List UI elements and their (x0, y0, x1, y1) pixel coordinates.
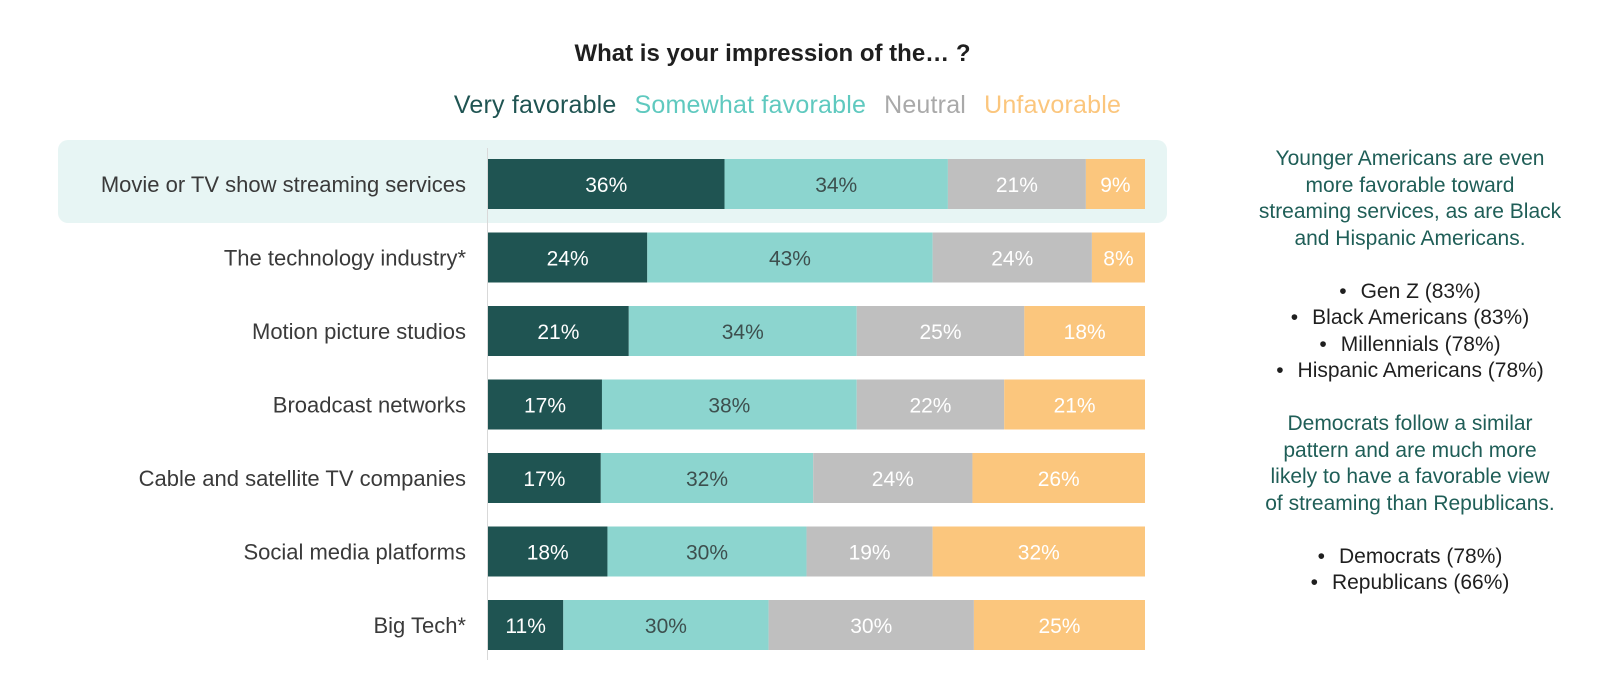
bar-segment-unfavorable-movie-or-tv-show-streaming-services (1085, 159, 1145, 209)
data-label-somewhat-favorable-social-media-platforms: 30% (686, 542, 728, 565)
bar-segment-very-favorable-social-media-platforms (488, 526, 608, 577)
bar-segment-neutral-the-technology-industry (932, 232, 1092, 283)
data-label-unfavorable-cable-and-satellite-tv-companies: 26% (1038, 468, 1080, 491)
data-label-somewhat-favorable-motion-picture-studios: 34% (722, 321, 764, 344)
side-note-line: pattern and are much more (1283, 438, 1537, 462)
side-note-line: of streaming than Republicans. (1265, 491, 1555, 515)
bar-segment-unfavorable-big-tech (973, 600, 1145, 650)
data-label-neutral-the-technology-industry: 24% (991, 248, 1033, 271)
side-note-line: and Hispanic Americans. (1294, 226, 1526, 250)
bar-segment-somewhat-favorable-the-technology-industry (647, 232, 933, 283)
list-item: Republicans (66%) (1225, 570, 1595, 597)
data-label-somewhat-favorable-the-technology-industry: 43% (769, 248, 811, 271)
data-label-neutral-cable-and-satellite-tv-companies: 24% (872, 468, 914, 491)
bar-segment-somewhat-favorable-broadcast-networks (601, 379, 857, 430)
bar-segment-very-favorable-cable-and-satellite-tv-companies (488, 453, 601, 503)
category-label-cable-and-satellite-tv-companies: Cable and satellite TV companies (139, 466, 466, 491)
bar-segment-unfavorable-motion-picture-studios (1024, 306, 1145, 356)
list-item: Hispanic Americans (78%) (1225, 358, 1595, 385)
list-item: Black Americans (83%) (1225, 305, 1595, 332)
data-label-somewhat-favorable-movie-or-tv-show-streaming-services: 34% (815, 174, 857, 197)
data-label-very-favorable-cable-and-satellite-tv-companies: 17% (523, 468, 565, 491)
data-label-very-favorable-motion-picture-studios: 21% (537, 321, 579, 344)
category-label-motion-picture-studios: Motion picture studios (252, 319, 466, 344)
data-label-unfavorable-motion-picture-studios: 18% (1064, 321, 1106, 344)
bar-segment-unfavorable-social-media-platforms (932, 526, 1145, 577)
list-item: Gen Z (83%) (1225, 279, 1595, 306)
bar-segment-neutral-social-media-platforms (806, 526, 933, 577)
data-label-unfavorable-big-tech: 25% (1038, 615, 1080, 638)
legend-entry-unfavorable: Unfavorable (984, 91, 1122, 119)
category-label-broadcast-networks: Broadcast networks (273, 393, 466, 418)
category-label-the-technology-industry: The technology industry* (224, 246, 467, 271)
list-item: Democrats (78%) (1225, 544, 1595, 571)
data-label-very-favorable-movie-or-tv-show-streaming-services: 36% (585, 174, 627, 197)
data-label-neutral-big-tech: 30% (850, 615, 892, 638)
bar-segment-somewhat-favorable-social-media-platforms (607, 526, 807, 577)
bar-segment-somewhat-favorable-cable-and-satellite-tv-companies (600, 453, 814, 503)
data-label-very-favorable-the-technology-industry: 24% (547, 248, 589, 271)
data-label-very-favorable-social-media-platforms: 18% (527, 542, 569, 565)
bar-segment-unfavorable-cable-and-satellite-tv-companies (972, 453, 1145, 503)
side-note-list-1: Gen Z (83%) Black Americans (83%) Millen… (1225, 279, 1595, 385)
data-label-unfavorable-broadcast-networks: 21% (1054, 395, 1096, 418)
bar-segment-very-favorable-broadcast-networks (488, 379, 602, 430)
data-label-unfavorable-the-technology-industry: 8% (1103, 248, 1133, 271)
data-label-neutral-motion-picture-studios: 25% (920, 321, 962, 344)
data-label-unfavorable-social-media-platforms: 32% (1018, 542, 1060, 565)
bar-segment-unfavorable-the-technology-industry (1091, 232, 1145, 283)
data-label-neutral-social-media-platforms: 19% (849, 542, 891, 565)
bar-segment-somewhat-favorable-motion-picture-studios (628, 306, 857, 356)
data-label-neutral-movie-or-tv-show-streaming-services: 21% (996, 174, 1038, 197)
bar-segment-neutral-movie-or-tv-show-streaming-services (947, 159, 1086, 209)
chart-title: What is your impression of the… ? (574, 40, 971, 67)
chart-legend: Very favorable Somewhat favorable Neutra… (0, 91, 1575, 120)
bar-segment-neutral-cable-and-satellite-tv-companies (813, 453, 973, 503)
category-label-big-tech: Big Tech* (373, 613, 466, 638)
side-note-line: more favorable toward (1305, 173, 1515, 197)
legend-entry-neutral: Neutral (884, 91, 967, 119)
bar-segment-unfavorable-broadcast-networks (1004, 379, 1145, 430)
side-note-line: Younger Americans are even (1275, 147, 1545, 170)
side-note: Younger Americans are even more favorabl… (1225, 146, 1595, 597)
side-note-line: Democrats follow a similar (1287, 412, 1533, 435)
side-note-paragraph-1: Younger Americans are even more favorabl… (1225, 146, 1595, 252)
bar-segment-neutral-big-tech (768, 600, 974, 650)
category-label-movie-or-tv-show-streaming-services: Movie or TV show streaming services (101, 172, 466, 197)
side-note-list-2: Democrats (78%) Republicans (66%) (1225, 544, 1595, 597)
data-label-neutral-broadcast-networks: 22% (909, 395, 951, 418)
legend-entry-very-favorable: Very favorable (453, 91, 617, 119)
data-label-somewhat-favorable-cable-and-satellite-tv-companies: 32% (686, 468, 728, 491)
bar-segment-somewhat-favorable-big-tech (563, 600, 769, 650)
bar-segment-neutral-motion-picture-studios (856, 306, 1025, 356)
bar-segment-somewhat-favorable-movie-or-tv-show-streaming-services (724, 159, 948, 209)
bar-segment-very-favorable-big-tech (488, 600, 564, 650)
data-label-very-favorable-big-tech: 11% (505, 615, 545, 638)
bar-segment-neutral-broadcast-networks (856, 379, 1005, 430)
bar-segment-very-favorable-movie-or-tv-show-streaming-services (488, 159, 725, 209)
bar-segment-very-favorable-motion-picture-studios (488, 306, 629, 356)
side-note-paragraph-2: Democrats follow a similar pattern and a… (1225, 411, 1595, 517)
data-label-somewhat-favorable-big-tech: 30% (645, 615, 687, 638)
data-label-somewhat-favorable-broadcast-networks: 38% (708, 395, 750, 418)
category-axis-line (487, 148, 488, 660)
side-note-line: likely to have a favorable view (1270, 465, 1550, 488)
data-label-unfavorable-movie-or-tv-show-streaming-services: 9% (1100, 174, 1130, 197)
legend-entry-somewhat-favorable: Somewhat favorable (634, 91, 867, 119)
data-label-very-favorable-broadcast-networks: 17% (524, 395, 566, 418)
list-item: Millennials (78%) (1225, 332, 1595, 359)
bar-segment-very-favorable-the-technology-industry (488, 232, 648, 283)
category-label-social-media-platforms: Social media platforms (243, 540, 466, 565)
side-note-line: streaming services, as are Black (1258, 200, 1562, 223)
